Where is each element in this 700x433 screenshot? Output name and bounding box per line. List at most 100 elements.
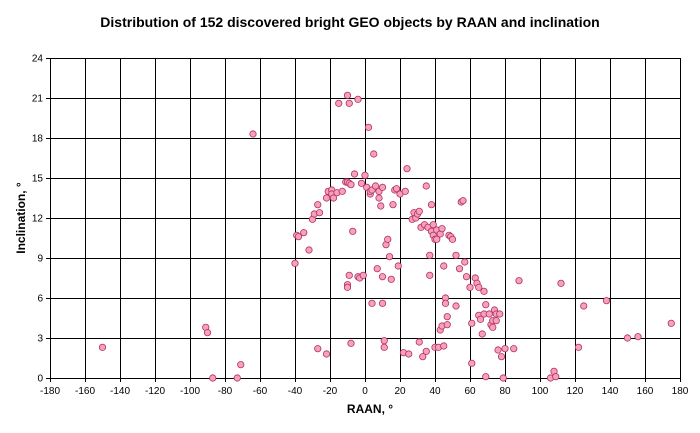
x-tick-label: -180 [40, 386, 60, 397]
data-point [384, 235, 392, 243]
y-axis-label: Inclination, ° [14, 182, 28, 254]
data-point [385, 253, 394, 261]
data-point [494, 346, 502, 354]
data-point [378, 183, 387, 191]
data-point [345, 271, 353, 279]
data-point [387, 275, 395, 283]
y-tick-label: 18 [32, 134, 44, 145]
data-point [322, 350, 331, 358]
data-point [237, 361, 245, 369]
y-tick-label: 21 [32, 94, 44, 105]
data-point [459, 197, 467, 205]
data-point [415, 207, 423, 215]
data-point [347, 339, 355, 347]
data-point [557, 279, 565, 287]
data-point [580, 302, 588, 310]
data-point [466, 283, 474, 291]
data-point [574, 343, 583, 351]
x-tick-label: -140 [110, 386, 130, 397]
data-point [468, 319, 476, 327]
data-point [378, 299, 387, 307]
data-point [350, 170, 359, 178]
data-point [441, 299, 450, 307]
x-tick-label: 60 [464, 386, 476, 397]
x-axis-label: RAAN, ° [347, 402, 393, 416]
data-point [322, 194, 331, 202]
y-tick-label: 6 [37, 294, 43, 305]
data-point [426, 271, 434, 279]
data-point [448, 235, 457, 243]
data-point [373, 265, 381, 273]
data-point [462, 273, 471, 281]
data-point [349, 227, 357, 235]
x-tick-label: -60 [253, 386, 268, 397]
data-point [510, 345, 518, 353]
x-tick-label: -80 [218, 386, 233, 397]
data-point [361, 171, 369, 179]
x-tick-label: 180 [672, 386, 689, 397]
y-tick-label: 12 [32, 214, 44, 225]
data-point [492, 317, 500, 325]
data-point [338, 187, 346, 195]
data-point [392, 185, 401, 193]
data-point [482, 373, 490, 381]
data-point [364, 123, 373, 131]
data-point [401, 187, 409, 195]
x-tick-label: -100 [180, 386, 200, 397]
data-point [476, 315, 485, 323]
data-point [329, 194, 338, 202]
data-point [478, 330, 486, 338]
data-point [233, 374, 241, 382]
x-tick-label: 40 [429, 386, 441, 397]
data-point [438, 225, 446, 233]
data-point [314, 201, 322, 209]
data-point [429, 221, 437, 229]
data-point [380, 343, 388, 351]
data-point [314, 345, 322, 353]
data-point [354, 95, 362, 103]
data-point [291, 259, 299, 267]
data-point [305, 246, 313, 254]
data-point [501, 345, 509, 353]
data-point [98, 343, 107, 351]
data-point [370, 150, 378, 158]
data-point [667, 319, 675, 327]
data-point [427, 201, 436, 209]
y-tick-label: 0 [37, 374, 43, 385]
y-tick-label: 24 [32, 54, 44, 65]
data-point [440, 262, 448, 270]
data-point [482, 301, 490, 309]
data-point [405, 350, 413, 358]
data-point [634, 333, 642, 341]
data-point [443, 321, 451, 329]
data-point [426, 251, 434, 259]
data-point [455, 265, 464, 273]
data-point [345, 99, 353, 107]
data-point [347, 181, 355, 189]
data-point [433, 235, 441, 243]
data-point [422, 347, 430, 355]
data-point [443, 313, 451, 321]
data-point [415, 338, 423, 346]
data-point [515, 277, 523, 285]
x-tick-label: -120 [145, 386, 165, 397]
data-point [394, 262, 402, 270]
data-point [300, 229, 308, 237]
data-point [496, 310, 504, 318]
data-point [485, 310, 493, 318]
data-point [489, 323, 497, 331]
axes [46, 58, 681, 382]
x-tick-label: 140 [602, 386, 619, 397]
data-point [403, 165, 411, 173]
y-tick-label: 9 [37, 254, 43, 265]
x-tick-label: -160 [75, 386, 95, 397]
grid [50, 58, 681, 379]
data-point [440, 342, 448, 350]
data-point [552, 373, 560, 381]
data-points [98, 91, 675, 382]
data-point [371, 182, 380, 190]
tick-labels: -180 -160 -140 -120 -100 -80 -60 -40 -20 0 20 40 60 8… [32, 54, 689, 398]
data-point [375, 194, 383, 202]
